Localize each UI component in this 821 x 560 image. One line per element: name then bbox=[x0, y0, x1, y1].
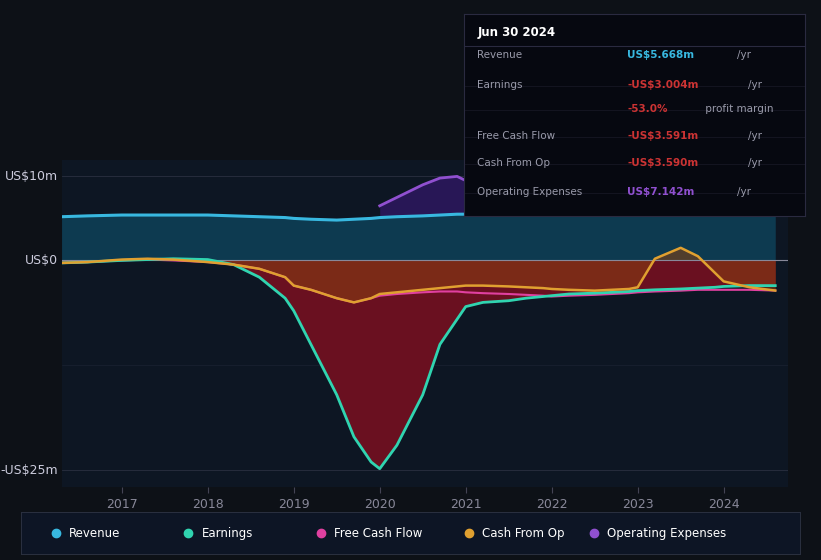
Text: Earnings: Earnings bbox=[478, 80, 523, 90]
Text: Revenue: Revenue bbox=[69, 527, 120, 540]
Text: /yr: /yr bbox=[749, 158, 763, 168]
Text: /yr: /yr bbox=[736, 188, 750, 197]
Text: Revenue: Revenue bbox=[478, 50, 523, 60]
Text: Free Cash Flow: Free Cash Flow bbox=[334, 527, 423, 540]
Text: US$10m: US$10m bbox=[5, 170, 58, 183]
Text: Free Cash Flow: Free Cash Flow bbox=[478, 131, 556, 141]
Text: US$7.142m: US$7.142m bbox=[627, 188, 695, 197]
Text: Operating Expenses: Operating Expenses bbox=[607, 527, 727, 540]
Text: /yr: /yr bbox=[749, 80, 763, 90]
Text: -US$3.590m: -US$3.590m bbox=[627, 158, 699, 168]
Text: -US$25m: -US$25m bbox=[0, 464, 58, 477]
Text: Jun 30 2024: Jun 30 2024 bbox=[478, 26, 556, 39]
Text: -53.0%: -53.0% bbox=[627, 104, 668, 114]
Text: -US$3.591m: -US$3.591m bbox=[627, 131, 699, 141]
Text: /yr: /yr bbox=[736, 50, 750, 60]
Text: Operating Expenses: Operating Expenses bbox=[478, 188, 583, 197]
Text: profit margin: profit margin bbox=[702, 104, 773, 114]
Text: Cash From Op: Cash From Op bbox=[482, 527, 565, 540]
Text: /yr: /yr bbox=[749, 131, 763, 141]
Text: Cash From Op: Cash From Op bbox=[478, 158, 551, 168]
Text: Earnings: Earnings bbox=[201, 527, 253, 540]
Text: -US$3.004m: -US$3.004m bbox=[627, 80, 699, 90]
Text: US$5.668m: US$5.668m bbox=[627, 50, 695, 60]
Text: US$0: US$0 bbox=[25, 254, 58, 267]
